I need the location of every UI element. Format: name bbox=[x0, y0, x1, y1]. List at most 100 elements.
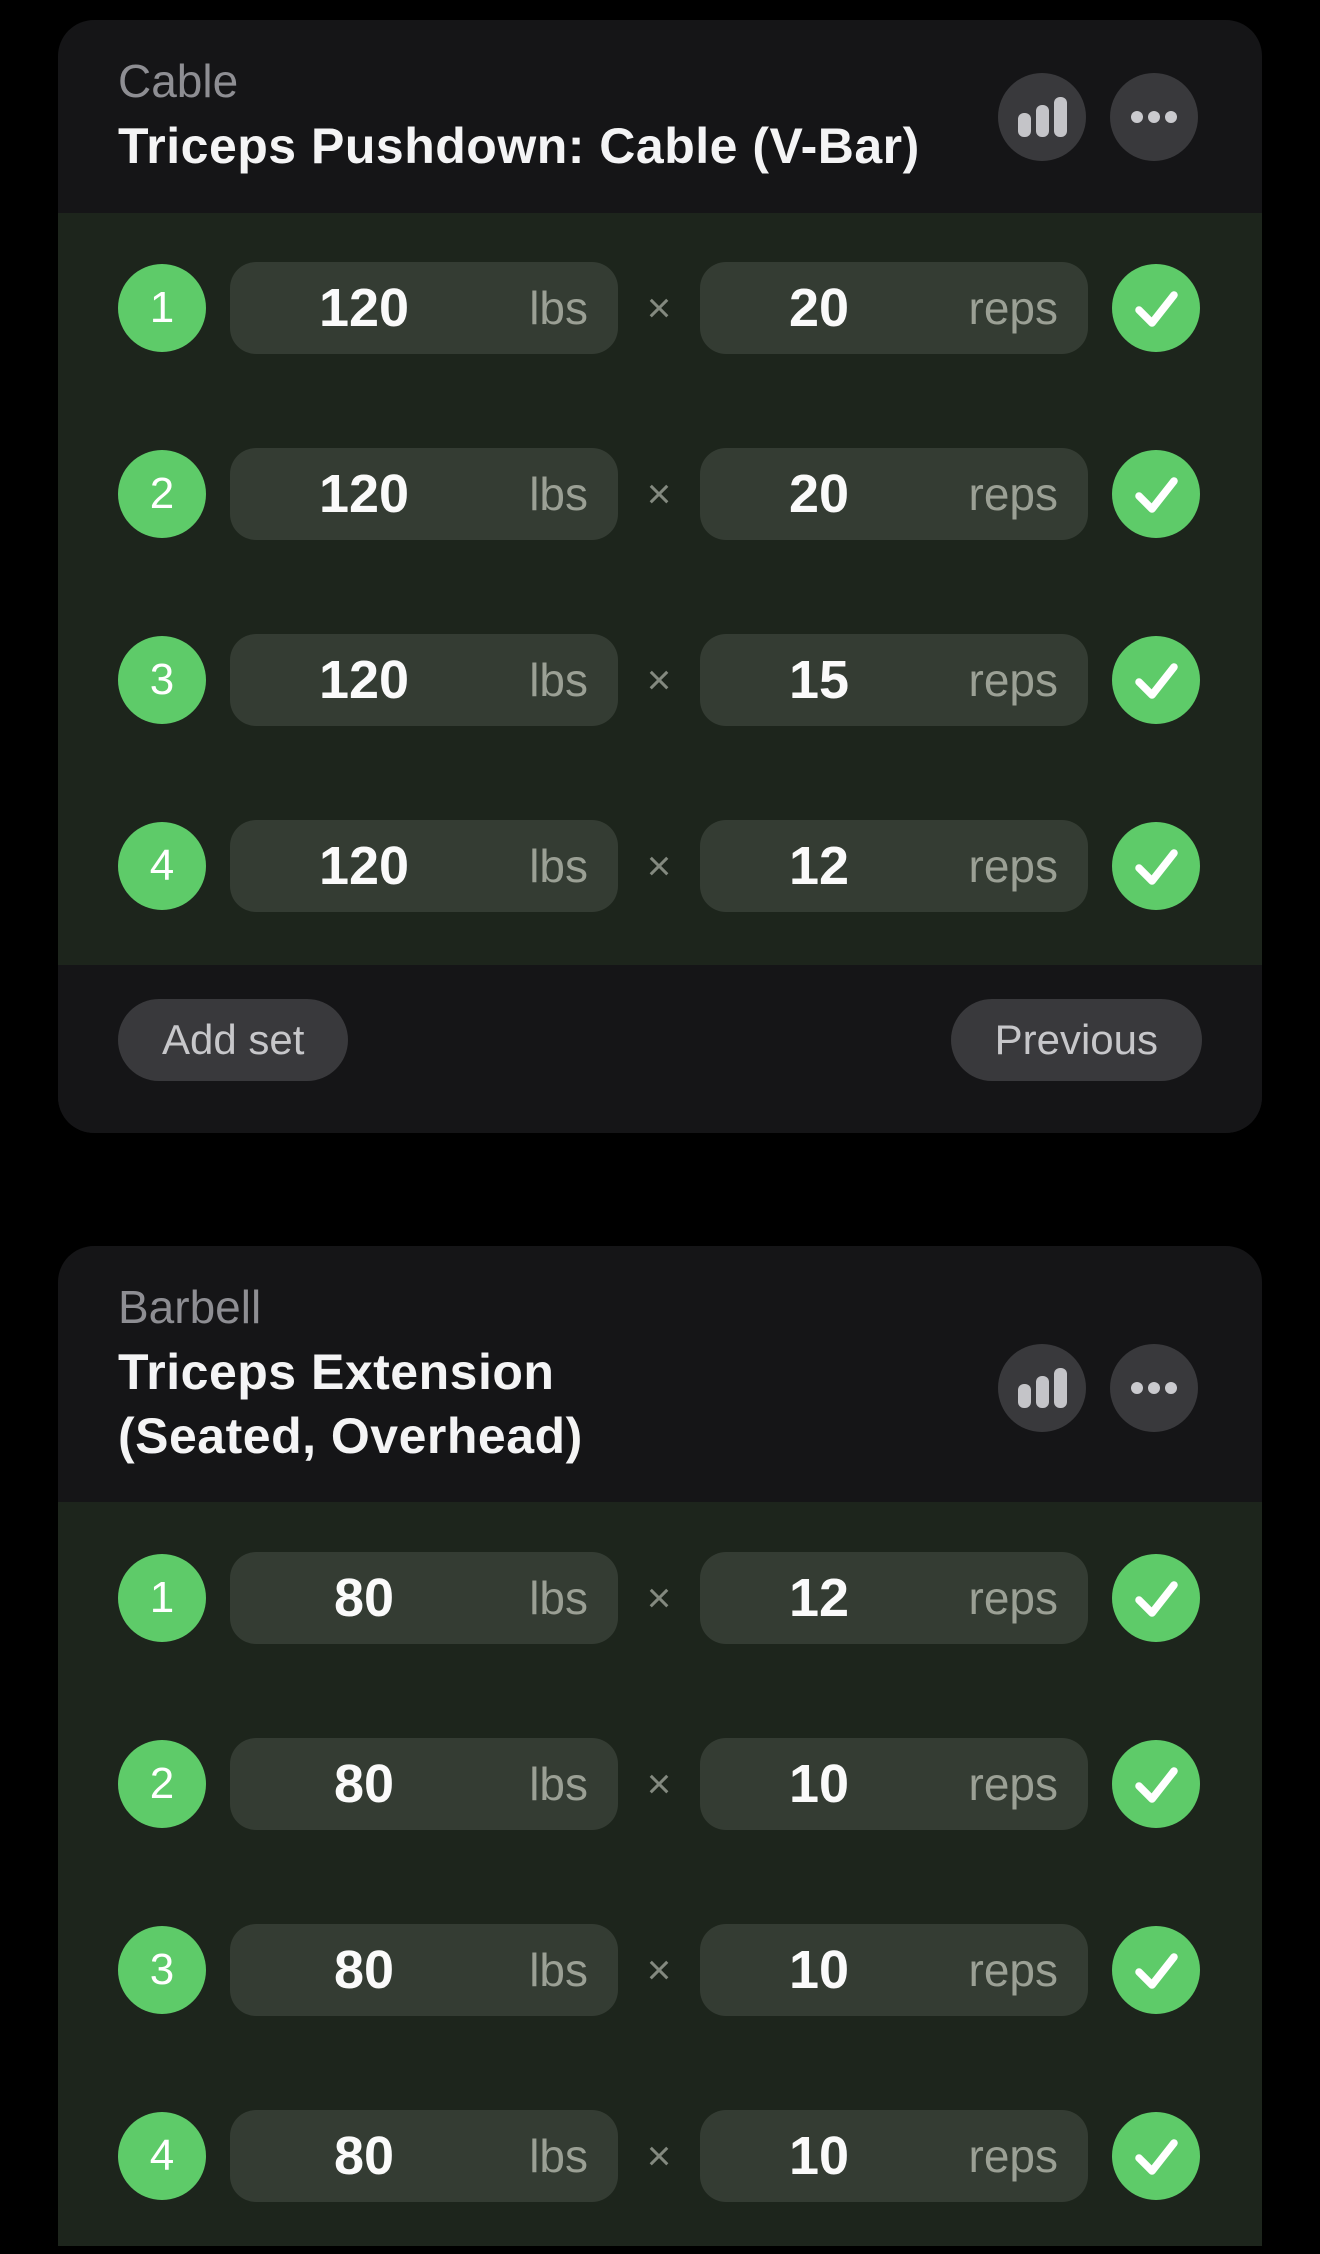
reps-value: 20 bbox=[788, 464, 850, 524]
reps-value: 10 bbox=[788, 1940, 850, 2000]
equipment-label: Cable bbox=[118, 55, 239, 107]
reps-input[interactable]: 15 reps bbox=[700, 634, 1088, 726]
weight-input[interactable]: 80 lbs bbox=[230, 2110, 618, 2202]
set-completed-button[interactable] bbox=[1112, 1740, 1200, 1828]
reps-input[interactable]: 10 reps bbox=[700, 1924, 1088, 2016]
checkmark-icon bbox=[1135, 1581, 1178, 1617]
weight-input[interactable]: 80 lbs bbox=[230, 1738, 618, 1830]
weight-unit-label: lbs bbox=[529, 2130, 588, 2182]
reps-input[interactable]: 12 reps bbox=[700, 820, 1088, 912]
set-number-badge[interactable]: 4 bbox=[118, 822, 206, 910]
ellipsis-icon bbox=[1131, 1382, 1177, 1394]
screen-bottom-edge bbox=[0, 2246, 1320, 2254]
weight-value: 80 bbox=[333, 1568, 395, 1628]
weight-value: 120 bbox=[318, 836, 410, 896]
exercise-card-triceps-pushdown: Cable Triceps Pushdown: Cable (V-Bar) bbox=[58, 20, 1262, 1133]
multiply-symbol: × bbox=[646, 842, 672, 889]
set-completed-button[interactable] bbox=[1112, 1926, 1200, 2014]
weight-input[interactable]: 120 lbs bbox=[230, 448, 618, 540]
chart-button[interactable] bbox=[998, 73, 1086, 161]
set-number-badge[interactable]: 2 bbox=[118, 450, 206, 538]
set-completed-button[interactable] bbox=[1112, 264, 1200, 352]
header-actions bbox=[998, 1344, 1198, 1432]
weight-input[interactable]: 120 lbs bbox=[230, 634, 618, 726]
multiply-symbol: × bbox=[646, 470, 672, 517]
reps-value: 10 bbox=[788, 1754, 850, 1814]
more-options-button[interactable] bbox=[1110, 1344, 1198, 1432]
set-row: 2 120 lbs × 20 reps bbox=[118, 448, 1200, 540]
weight-unit-label: lbs bbox=[529, 1572, 588, 1624]
set-completed-button[interactable] bbox=[1112, 636, 1200, 724]
weight-value: 80 bbox=[333, 2126, 395, 2186]
weight-unit-label: lbs bbox=[529, 468, 588, 520]
previous-button[interactable]: Previous bbox=[950, 999, 1202, 1081]
set-row: 3 120 lbs × 15 reps bbox=[118, 634, 1200, 726]
multiply-symbol: × bbox=[646, 2132, 672, 2179]
checkmark-icon bbox=[1135, 291, 1178, 327]
checkmark-icon bbox=[1135, 663, 1178, 699]
weight-value: 120 bbox=[318, 278, 410, 338]
set-row: 2 80 lbs × 10 reps bbox=[118, 1738, 1200, 1830]
weight-input[interactable]: 80 lbs bbox=[230, 1924, 618, 2016]
ellipsis-icon bbox=[1131, 111, 1177, 123]
set-row: 3 80 lbs × 10 reps bbox=[118, 1924, 1200, 2016]
weight-unit-label: lbs bbox=[529, 654, 588, 706]
exercise-header: Cable Triceps Pushdown: Cable (V-Bar) bbox=[58, 20, 1262, 213]
multiply-symbol: × bbox=[646, 656, 672, 703]
checkmark-icon bbox=[1135, 2139, 1178, 2175]
set-number-badge[interactable]: 4 bbox=[118, 2112, 206, 2200]
checkmark-icon bbox=[1135, 477, 1178, 513]
bar-chart-icon bbox=[1018, 1368, 1067, 1408]
checkmark-icon bbox=[1135, 1767, 1178, 1803]
weight-value: 120 bbox=[318, 464, 410, 524]
set-row: 4 80 lbs × 10 reps bbox=[118, 2110, 1200, 2202]
reps-unit-label: reps bbox=[968, 1944, 1058, 1996]
reps-unit-label: reps bbox=[968, 1758, 1058, 1810]
reps-value: 12 bbox=[788, 1568, 850, 1628]
reps-unit-label: reps bbox=[968, 2130, 1058, 2182]
reps-input[interactable]: 10 reps bbox=[700, 1738, 1088, 1830]
multiply-symbol: × bbox=[646, 1574, 672, 1621]
reps-value: 15 bbox=[788, 650, 850, 710]
set-completed-button[interactable] bbox=[1112, 2112, 1200, 2200]
reps-input[interactable]: 10 reps bbox=[700, 2110, 1088, 2202]
checkmark-icon bbox=[1135, 1953, 1178, 1989]
multiply-symbol: × bbox=[646, 1760, 672, 1807]
weight-input[interactable]: 120 lbs bbox=[230, 820, 618, 912]
weight-value: 80 bbox=[333, 1754, 395, 1814]
weight-input[interactable]: 120 lbs bbox=[230, 262, 618, 354]
sets-section: 1 120 lbs × 20 reps 2 bbox=[58, 213, 1262, 965]
set-number-badge[interactable]: 1 bbox=[118, 264, 206, 352]
more-options-button[interactable] bbox=[1110, 73, 1198, 161]
weight-unit-label: lbs bbox=[529, 840, 588, 892]
header-actions bbox=[998, 73, 1198, 161]
reps-input[interactable]: 20 reps bbox=[700, 262, 1088, 354]
card-footer: Add set Previous bbox=[58, 965, 1262, 1133]
weight-unit-label: lbs bbox=[529, 1944, 588, 1996]
reps-value: 20 bbox=[788, 278, 850, 338]
weight-input[interactable]: 80 lbs bbox=[230, 1552, 618, 1644]
exercise-title: Triceps Extension (Seated, Overhead) bbox=[118, 1344, 583, 1464]
reps-unit-label: reps bbox=[968, 840, 1058, 892]
reps-input[interactable]: 20 reps bbox=[700, 448, 1088, 540]
set-number-badge[interactable]: 3 bbox=[118, 636, 206, 724]
reps-value: 12 bbox=[788, 836, 850, 896]
exercise-header: Barbell Triceps Extension (Seated, Overh… bbox=[58, 1246, 1262, 1502]
set-number-badge[interactable]: 3 bbox=[118, 1926, 206, 2014]
set-completed-button[interactable] bbox=[1112, 822, 1200, 910]
weight-unit-label: lbs bbox=[529, 1758, 588, 1810]
reps-unit-label: reps bbox=[968, 468, 1058, 520]
chart-button[interactable] bbox=[998, 1344, 1086, 1432]
bar-chart-icon bbox=[1018, 97, 1067, 137]
set-completed-button[interactable] bbox=[1112, 450, 1200, 538]
add-set-button[interactable]: Add set bbox=[118, 999, 349, 1081]
set-number-badge[interactable]: 1 bbox=[118, 1554, 206, 1642]
set-number-badge[interactable]: 2 bbox=[118, 1740, 206, 1828]
reps-input[interactable]: 12 reps bbox=[700, 1552, 1088, 1644]
set-completed-button[interactable] bbox=[1112, 1554, 1200, 1642]
reps-unit-label: reps bbox=[968, 282, 1058, 334]
set-row: 1 120 lbs × 20 reps bbox=[118, 262, 1200, 354]
exercise-card-triceps-extension: Barbell Triceps Extension (Seated, Overh… bbox=[58, 1246, 1262, 2254]
equipment-label: Barbell bbox=[118, 1281, 262, 1333]
